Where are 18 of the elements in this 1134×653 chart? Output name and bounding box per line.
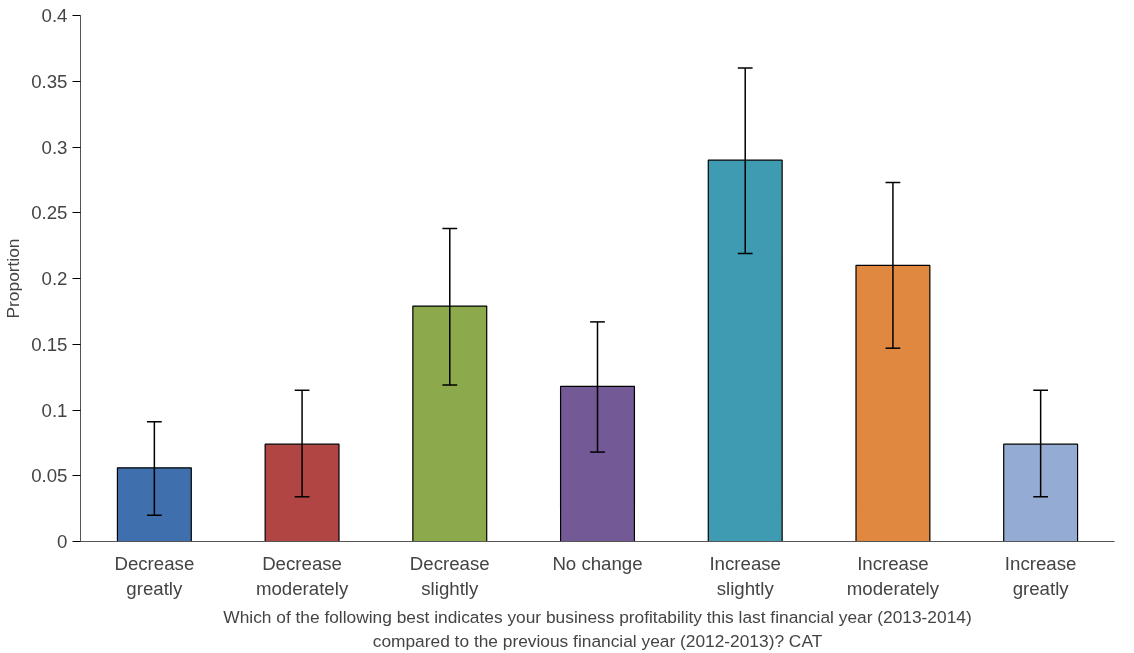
x-axis-title: Which of the following best indicates your business profitability this last financial year (2013-2014) compared to the previous financial year (2012-2013)? CAT xyxy=(223,606,972,651)
x-tick-label: No change xyxy=(552,552,643,574)
y-tick-label: 0.25 xyxy=(31,202,68,224)
y-tick-label: 0.1 xyxy=(41,399,68,421)
x-tick-label: Decrease moderately xyxy=(255,552,349,599)
x-tick-label: Increase moderately xyxy=(846,552,940,599)
y-tick-label: 0.2 xyxy=(41,268,68,289)
y-tick-label: 0.05 xyxy=(31,465,68,487)
x-tick-label: Increase greatly xyxy=(1004,552,1077,599)
x-tick-label: Decrease slightly xyxy=(409,552,490,599)
x-tick-label: Increase slightly xyxy=(709,552,781,599)
y-axis-title: Proportion xyxy=(3,238,24,319)
y-tick-label: 0.3 xyxy=(41,136,68,158)
y-tick-label: 0.4 xyxy=(41,5,68,26)
y-tick-label: 0.35 xyxy=(31,70,68,92)
x-tick-label: Decrease greatly xyxy=(114,552,195,599)
y-tick-label: 0 xyxy=(57,531,68,552)
y-tick-label: 0.15 xyxy=(31,333,68,355)
